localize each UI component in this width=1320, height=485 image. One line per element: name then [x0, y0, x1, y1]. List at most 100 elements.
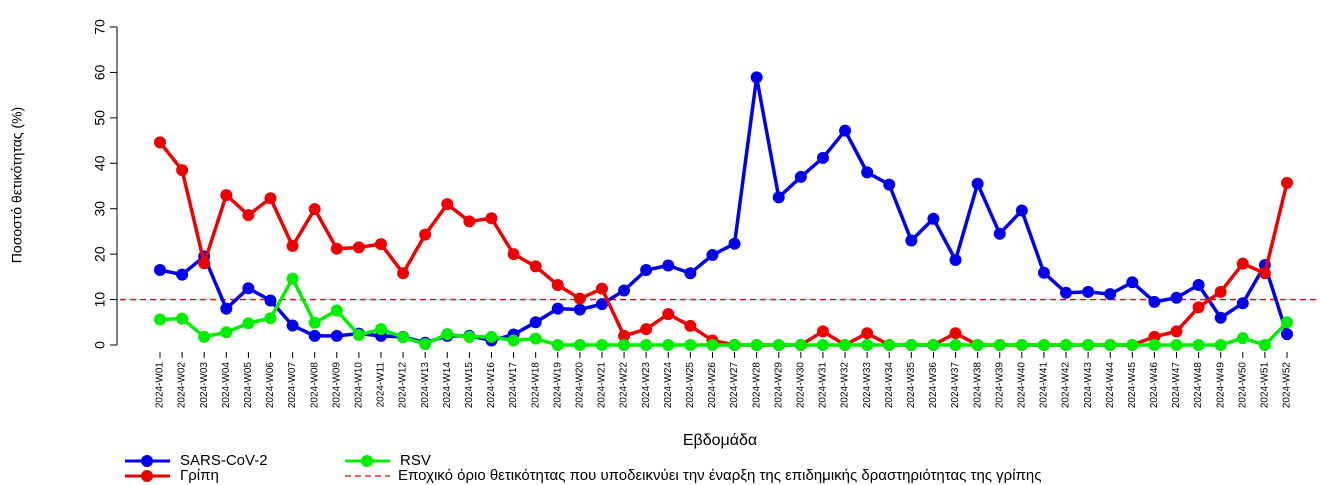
x-tick-label: 2024-W33: [862, 362, 873, 409]
data-point: [861, 339, 874, 351]
data-point: [971, 339, 984, 351]
legend-label: Γρίπη: [180, 467, 219, 484]
data-point: [772, 339, 785, 351]
data-point: [706, 249, 719, 262]
data-point: [1148, 295, 1161, 308]
data-point: [441, 328, 454, 341]
data-point: [1258, 267, 1271, 280]
data-point: [154, 264, 166, 277]
x-tick-label: 2024-W03: [199, 362, 210, 409]
data-point: [1015, 204, 1028, 217]
data-point: [640, 323, 653, 336]
x-tick-label: 2024-W16: [486, 362, 497, 409]
x-tick-label: 2024-W48: [1193, 362, 1204, 409]
y-tick-label: 60: [92, 64, 108, 80]
x-tick-label: 2024-W38: [972, 362, 983, 409]
data-point: [618, 284, 631, 297]
data-point: [1281, 316, 1293, 329]
y-tick-label: 50: [92, 110, 108, 126]
data-point: [1104, 288, 1117, 301]
data-point: [595, 298, 608, 311]
data-point: [198, 257, 211, 270]
data-point: [176, 312, 189, 325]
x-tick-label: 2024-W28: [751, 362, 762, 409]
x-tick-label: 2024-W50: [1237, 362, 1248, 409]
legend-label: RSV: [400, 452, 431, 469]
data-point: [772, 191, 785, 204]
x-tick-label: 2024-W12: [398, 362, 409, 409]
data-point: [1037, 266, 1050, 279]
data-point: [595, 282, 608, 295]
x-tick-label: 2024-W09: [331, 362, 342, 409]
x-tick-label: 2024-W32: [840, 362, 851, 409]
x-tick-label: 2024-W08: [309, 362, 320, 409]
data-point: [861, 166, 874, 179]
x-tick-label: 2024-W31: [818, 362, 829, 409]
x-tick-label: 2024-W52: [1282, 362, 1293, 409]
data-point: [551, 302, 564, 315]
data-point: [330, 242, 343, 255]
x-tick-label: 2024-W51: [1260, 362, 1271, 409]
x-tick-label: 2024-W15: [464, 362, 475, 409]
y-tick-label: 70: [92, 19, 108, 35]
data-point: [1015, 339, 1028, 351]
y-tick-label: 10: [92, 292, 108, 308]
data-point: [264, 192, 277, 205]
data-point: [1082, 339, 1095, 351]
data-point: [640, 339, 653, 351]
data-point: [1236, 297, 1249, 310]
data-point: [573, 339, 586, 351]
data-point: [1060, 339, 1073, 351]
data-point: [662, 339, 675, 351]
data-point: [839, 339, 852, 351]
data-point: [1148, 339, 1161, 351]
data-point: [1037, 339, 1050, 351]
data-point: [330, 329, 343, 342]
data-point: [662, 259, 675, 272]
data-point: [529, 332, 542, 345]
data-point: [1082, 285, 1095, 298]
data-point: [220, 302, 233, 315]
x-tick-label: 2024-W07: [287, 362, 298, 409]
series-line: [159, 75, 1289, 345]
data-point: [949, 339, 962, 351]
data-point: [573, 292, 586, 305]
data-point: [419, 338, 432, 351]
data-point: [861, 327, 874, 340]
data-point: [927, 212, 940, 225]
x-tick-label: 2024-W37: [950, 362, 961, 409]
data-point: [883, 178, 896, 191]
data-point: [640, 264, 653, 277]
data-point: [308, 329, 321, 342]
x-tick-label: 2024-W47: [1171, 362, 1182, 409]
legend-marker: [361, 455, 373, 467]
data-point: [1170, 325, 1183, 338]
data-point: [374, 238, 387, 251]
data-point: [684, 319, 697, 332]
data-point: [198, 330, 211, 343]
x-tick-label: 2024-W36: [928, 362, 939, 409]
data-point: [883, 339, 896, 351]
data-point: [1192, 301, 1205, 314]
data-point: [949, 254, 962, 267]
data-point: [706, 339, 719, 351]
x-tick-label: 2024-W43: [1083, 362, 1094, 409]
data-point: [993, 339, 1006, 351]
data-point: [507, 248, 520, 261]
data-point: [1214, 285, 1227, 298]
data-point: [662, 308, 675, 321]
x-tick-label: 2024-W14: [442, 362, 453, 409]
data-point: [308, 203, 321, 216]
data-point: [816, 151, 829, 164]
y-tick-label: 20: [92, 246, 108, 262]
x-tick-label: 2024-W17: [508, 362, 519, 409]
x-tick-label: 2024-W40: [1016, 362, 1027, 409]
x-tick-label: 2024-W44: [1105, 362, 1116, 409]
data-point: [308, 316, 321, 329]
data-point: [794, 170, 807, 183]
data-point: [529, 316, 542, 329]
data-point: [485, 212, 498, 225]
legend-marker: [141, 455, 153, 467]
data-point: [507, 334, 520, 347]
